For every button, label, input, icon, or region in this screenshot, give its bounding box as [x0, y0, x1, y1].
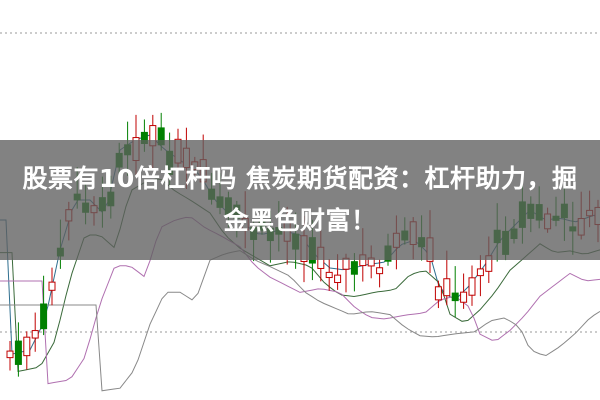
candle-body — [451, 292, 459, 302]
headline: 股票有10倍杠杆吗 焦炭期货配资：杠杆助力，掘金黑色财富！ — [22, 164, 578, 235]
candle-body — [350, 261, 358, 275]
candle-body — [443, 278, 451, 297]
candle-body — [31, 330, 39, 339]
candle-body — [23, 336, 31, 357]
candle-body — [434, 286, 442, 301]
headline-banner: 股票有10倍杠杆吗 焦炭期货配资：杠杆助力，掘金黑色财富！ — [0, 140, 600, 260]
candle-body — [6, 350, 14, 359]
candle-body — [325, 271, 333, 279]
candle-body — [460, 291, 468, 303]
candle-body — [468, 277, 476, 296]
moving-average-line — [0, 250, 600, 392]
candle-body — [14, 340, 22, 365]
candle-body — [376, 267, 384, 275]
candle-body — [48, 281, 56, 291]
candle-body — [476, 268, 484, 277]
moving-average-line — [0, 216, 600, 385]
candle-body — [40, 303, 48, 330]
candle-body — [334, 274, 342, 284]
